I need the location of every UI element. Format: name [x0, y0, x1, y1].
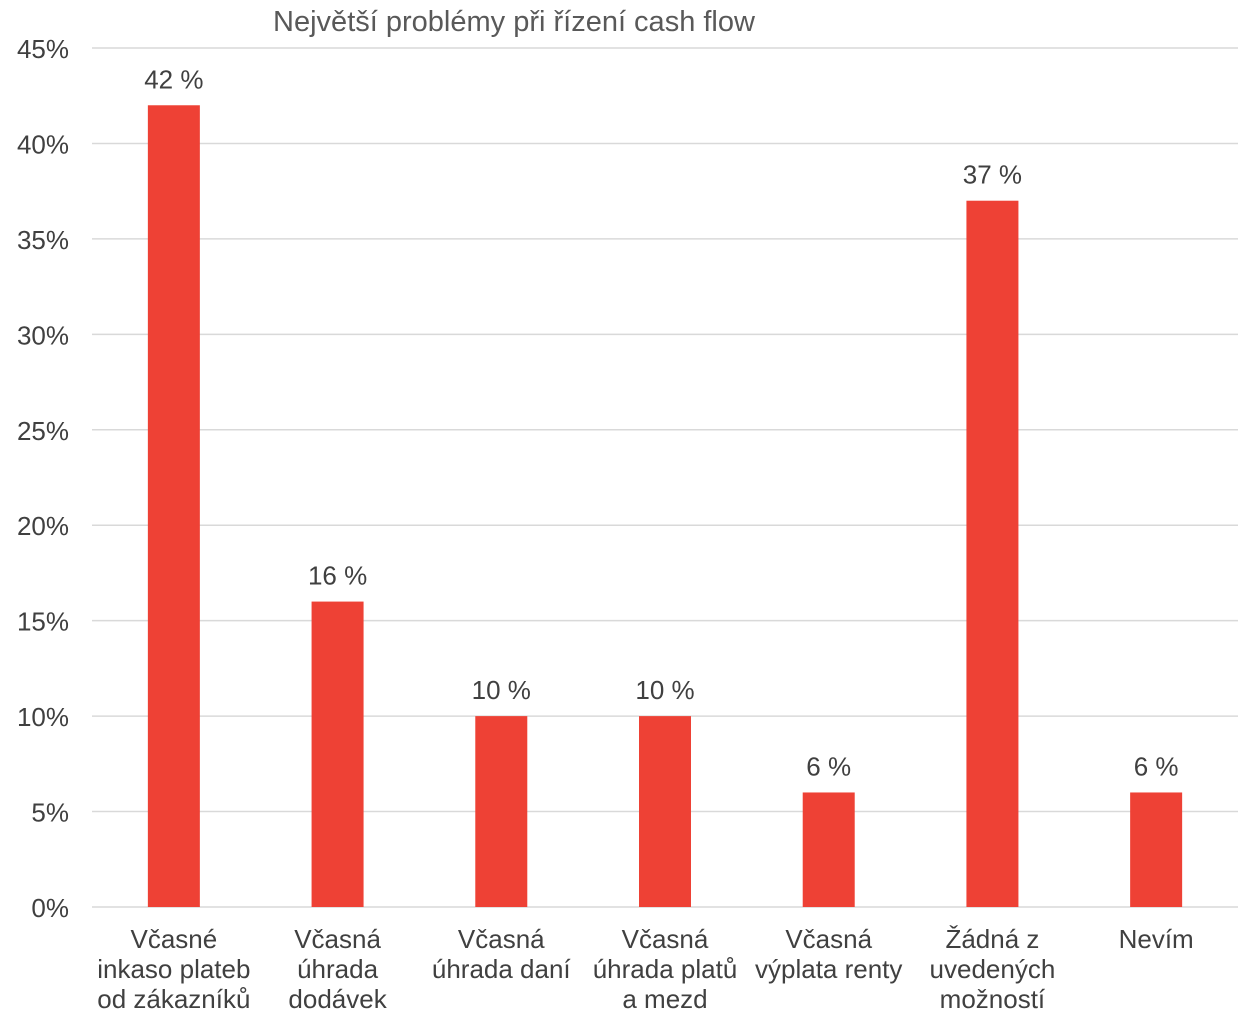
y-tick-label: 5% [31, 798, 69, 828]
x-tick-label: Včasná úhrada daní [432, 924, 572, 984]
data-label: 42 % [144, 64, 203, 94]
bar [802, 792, 855, 907]
y-tick-label: 30% [17, 320, 69, 350]
gridlines [92, 47, 1238, 908]
bar [475, 716, 528, 907]
x-tick-label-line: Včasná [294, 924, 381, 954]
y-tick-label: 40% [17, 129, 69, 159]
bar [639, 716, 691, 907]
bars [147, 105, 1183, 908]
y-tick-label: 35% [17, 225, 69, 255]
x-tick-label: Včasná úhrada dodávek [288, 924, 387, 1013]
y-tick-label: 25% [17, 416, 69, 446]
data-label: 6 % [806, 751, 851, 781]
x-tick-label-line: možností [940, 984, 1046, 1013]
x-tick-label-line: Nevím [1119, 924, 1194, 954]
data-label: 10 % [472, 675, 531, 705]
x-tick-label-line: Včasné [130, 924, 217, 954]
data-labels: 42 % 16 % 10 % 10 % 6 % 37 % 6 % [144, 64, 1178, 781]
y-tick-label: 15% [17, 607, 69, 637]
x-tick-label-line: úhrada platů [593, 954, 738, 984]
x-tick-label-line: a mezd [622, 984, 707, 1013]
y-axis-tick-labels: 0% 5% 10% 15% 20% 25% 30% 35% 40% 45% [17, 34, 69, 923]
y-tick-label: 0% [31, 893, 69, 923]
x-tick-label-line: Včasná [785, 924, 872, 954]
x-tick-label-line: inkaso plateb [97, 954, 250, 984]
x-tick-label: Nevím [1119, 924, 1194, 954]
x-tick-label-line: úhrada [297, 954, 378, 984]
x-tick-label: Včasná výplata renty [755, 924, 902, 984]
x-tick-label-line: uvedených [930, 954, 1056, 984]
bar [311, 601, 364, 907]
data-label: 10 % [635, 675, 694, 705]
y-tick-label: 10% [17, 702, 69, 732]
x-tick-label: Žádná z uvedených možností [930, 924, 1056, 1013]
y-tick-label: 45% [17, 34, 69, 64]
data-label: 16 % [308, 561, 367, 591]
chart-title: Největší problémy při řízení cash flow [273, 6, 756, 38]
x-tick-label-line: Včasná [458, 924, 545, 954]
bar [966, 200, 1019, 907]
bar [1130, 792, 1183, 907]
x-tick-label-line: dodávek [288, 984, 387, 1013]
data-label: 6 % [1134, 751, 1179, 781]
y-tick-label: 20% [17, 511, 69, 541]
x-tick-label-line: výplata renty [755, 954, 902, 984]
x-tick-label: Včasné inkaso plateb od zákazníků [97, 924, 250, 1013]
x-tick-label-line: od zákazníků [97, 984, 250, 1013]
data-label: 37 % [963, 160, 1022, 190]
bar [147, 105, 200, 908]
x-tick-label-line: úhrada daní [432, 954, 572, 984]
x-tick-label-line: Žádná z [945, 924, 1039, 954]
x-tick-label-line: Včasná [622, 924, 709, 954]
x-tick-label: Včasná úhrada platů a mezd [593, 924, 738, 1013]
